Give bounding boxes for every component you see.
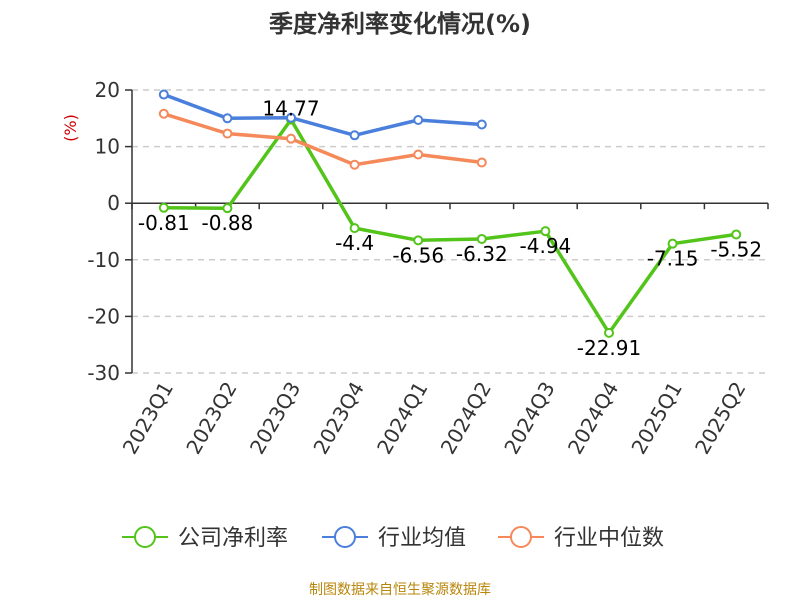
y-tick-label: 10 [95,135,120,159]
series-layer [158,89,742,338]
legend-swatch-marker [510,526,532,548]
y-tick-label: -30 [87,361,120,385]
data-point [286,133,296,144]
data-point [667,238,678,249]
x-tick-label: 2024Q3 [499,378,559,459]
data-labels: -0.81 -0.88 14.77 -4.4 -6.56 -6.32 -4.94 -22.91… [138,97,762,360]
data-label: -4.94 [520,234,572,258]
data-point [476,233,487,244]
data-label: -0.88 [202,211,254,235]
data-point [731,229,742,240]
legend: 公司净利率 行业均值 行业中位数 [122,526,664,551]
data-label: -6.56 [392,243,444,267]
legend-swatch-marker [134,526,156,548]
data-label: -4.4 [335,231,374,255]
chart-title: 季度净利率变化情况(%) [269,10,531,38]
y-axis-label: (%) [61,114,80,142]
series-line [163,117,737,335]
data-point [413,235,424,246]
y-tick-label: -20 [87,304,120,328]
data-point [349,223,360,234]
series-line [163,92,482,138]
data-point [286,112,296,123]
legend-swatch-marker [334,526,356,548]
data-point [349,159,360,170]
data-point [222,203,233,214]
series-line [163,112,483,167]
data-label: -0.81 [138,211,190,235]
x-tick-label: 2025Q1 [626,378,686,459]
legend-label: 行业中位数 [554,526,664,551]
y-tick-label: 20 [95,78,120,102]
source-note: 制图数据来自恒生聚源数据库 [309,582,491,598]
data-point [222,128,233,139]
data-point [158,89,169,100]
data-label: -6.32 [456,242,508,266]
x-tick-label: 2025Q2 [690,378,750,459]
data-point [413,149,424,160]
data-point [222,113,233,124]
data-label: 14.77 [262,97,319,121]
data-point [604,327,614,338]
data-point [476,157,487,168]
data-point [349,130,360,141]
y-tick-label: -10 [87,248,120,272]
data-point [540,226,551,237]
data-label: -22.91 [577,336,641,360]
y-tick-label: 0 [107,191,120,215]
data-point [413,114,424,125]
x-tick-label: 2023Q1 [118,378,178,459]
x-tick-label: 2024Q1 [372,378,432,459]
x-tick-label: 2023Q3 [245,378,305,459]
data-label: -7.15 [647,247,699,271]
data-label: -5.52 [710,237,762,261]
data-point [158,108,169,119]
x-tick-label: 2023Q4 [308,378,368,459]
data-point [476,119,487,130]
x-tick-label: 2024Q4 [563,378,623,459]
x-tick-label: 2023Q2 [181,378,241,459]
legend-label: 行业均值 [378,526,466,551]
data-point [158,202,169,213]
legend-label: 公司净利率 [178,526,288,551]
x-tick-label: 2024Q2 [436,378,496,459]
